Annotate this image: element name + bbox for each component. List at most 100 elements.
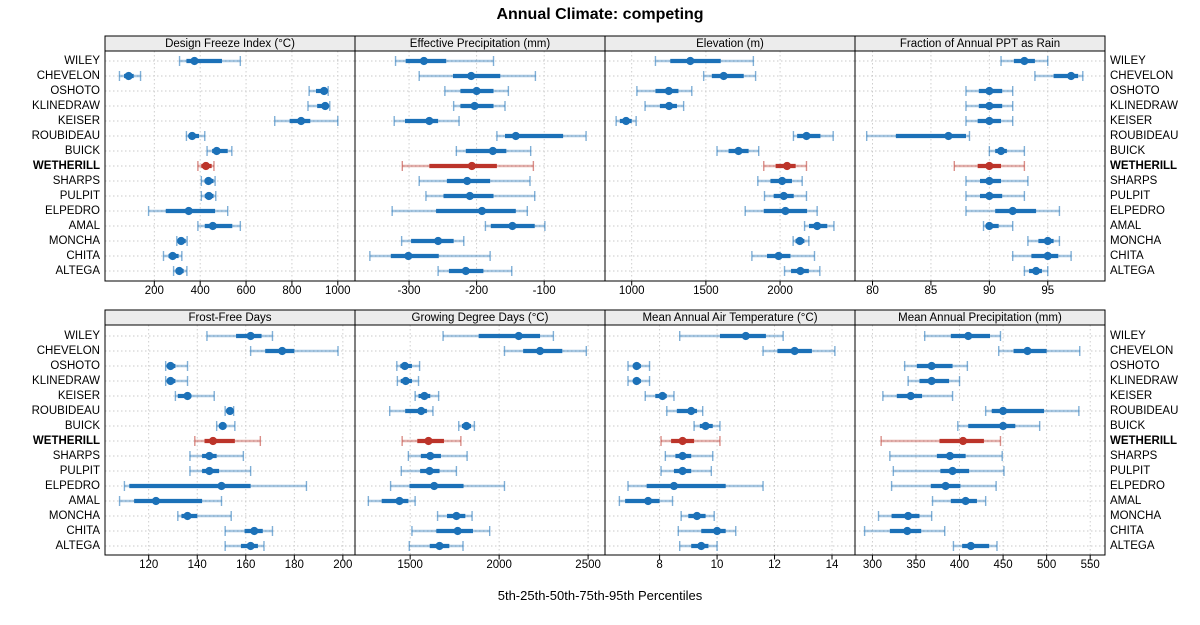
station-label-right-pulpit: PULPIT <box>1110 465 1150 477</box>
station-label-left-elpedro: ELPEDRO <box>45 480 100 492</box>
median-dot <box>278 346 287 356</box>
station-label-left-oshoto: OSHOTO <box>50 360 100 372</box>
axis-tick-label: 95 <box>1041 285 1054 297</box>
median-dot <box>774 251 783 261</box>
median-dot <box>321 101 330 111</box>
median-dot <box>452 511 461 521</box>
median-dot <box>904 511 913 521</box>
median-dot <box>124 71 133 81</box>
station-label-right-amal: AMAL <box>1110 495 1142 507</box>
median-dot <box>985 161 994 171</box>
median-dot <box>205 451 214 461</box>
station-label-right-klinedraw: KLINEDRAW <box>1110 375 1178 387</box>
axis-tick-label: 400 <box>950 559 969 571</box>
station-label-left-elpedro: ELPEDRO <box>45 205 100 217</box>
median-dot <box>465 191 474 201</box>
median-dot <box>467 161 476 171</box>
station-label-right-buick: BUICK <box>1110 145 1145 157</box>
median-dot <box>508 221 517 231</box>
median-dot <box>958 436 968 446</box>
axis-tick-label: 350 <box>906 559 925 571</box>
median-dot <box>985 101 994 111</box>
median-dot <box>632 376 641 386</box>
station-label-right-chita: CHITA <box>1110 525 1144 537</box>
axis-tick-label: -200 <box>465 285 488 297</box>
median-dot <box>961 496 970 506</box>
axis-tick-label: 1500 <box>693 285 719 297</box>
station-label-right-altega: ALTEGA <box>1110 540 1155 552</box>
median-dot <box>966 541 975 551</box>
median-dot <box>678 451 687 461</box>
median-dot <box>782 161 792 171</box>
station-label-left-wetherill: WETHERILL <box>33 160 100 172</box>
median-dot <box>697 541 706 551</box>
median-dot <box>462 421 471 431</box>
median-dot <box>217 481 226 491</box>
median-dot <box>813 221 822 231</box>
median-dot <box>664 101 674 111</box>
median-dot <box>218 421 227 431</box>
median-dot <box>467 71 476 81</box>
median-dot <box>535 346 545 356</box>
median-dot <box>204 176 213 186</box>
station-label-left-sharps: SHARPS <box>53 175 101 187</box>
axis-tick-label: 10 <box>711 559 724 571</box>
median-dot <box>796 266 805 276</box>
station-label-left-keiser: KEISER <box>58 115 100 127</box>
median-dot <box>183 391 192 401</box>
panel-title: Effective Precipitation (mm) <box>410 38 551 50</box>
median-dot <box>435 541 444 551</box>
station-label-left-oshoto: OSHOTO <box>50 85 100 97</box>
station-label-right-roubideau: ROUBIDEAU <box>1110 405 1178 417</box>
median-dot <box>903 526 912 536</box>
median-dot <box>246 541 255 551</box>
median-dot <box>177 236 186 246</box>
median-dot <box>712 526 722 536</box>
median-dot <box>985 176 994 186</box>
axis-tick-label: 200 <box>333 559 352 571</box>
station-label-right-wiley: WILEY <box>1110 330 1146 342</box>
median-dot <box>201 161 211 171</box>
axis-tick-label: 85 <box>925 285 938 297</box>
station-label-right-sharps: SHARPS <box>1110 450 1158 462</box>
median-dot <box>426 451 435 461</box>
median-dot <box>998 421 1008 431</box>
median-dot <box>906 391 915 401</box>
median-dot <box>166 361 175 371</box>
median-dot <box>985 191 994 201</box>
median-dot <box>1043 236 1052 246</box>
axis-tick-label: 500 <box>1037 559 1056 571</box>
station-label-left-buick: BUICK <box>65 145 100 157</box>
panel-title: Mean Annual Precipitation (mm) <box>898 312 1062 324</box>
median-dot <box>669 481 679 491</box>
station-label-right-chevelon: CHEVELON <box>1110 70 1173 82</box>
axis-tick-label: -100 <box>533 285 556 297</box>
median-dot <box>998 406 1008 416</box>
station-label-left-chita: CHITA <box>66 250 100 262</box>
median-dot <box>632 361 641 371</box>
panel-body <box>355 325 605 555</box>
station-label-left-amal: AMAL <box>69 495 101 507</box>
station-label-right-amal: AMAL <box>1110 220 1142 232</box>
median-dot <box>778 176 787 186</box>
panel-title: Design Freeze Index (°C) <box>165 38 295 50</box>
median-dot <box>790 346 799 356</box>
median-dot <box>168 251 177 261</box>
axis-tick-label: 2500 <box>575 559 601 571</box>
axis-tick-label: 200 <box>145 285 164 297</box>
station-label-right-wiley: WILEY <box>1110 55 1146 67</box>
median-dot <box>701 421 710 431</box>
station-label-left-wetherill: WETHERILL <box>33 435 100 447</box>
median-dot <box>417 406 426 416</box>
median-dot <box>425 116 434 126</box>
station-label-left-wiley: WILEY <box>64 330 100 342</box>
median-dot <box>996 146 1006 156</box>
station-label-right-moncha: MONCHA <box>1110 235 1161 247</box>
median-dot <box>692 511 702 521</box>
median-dot <box>985 116 994 126</box>
station-label-right-elpedro: ELPEDRO <box>1110 480 1165 492</box>
median-dot <box>678 436 687 446</box>
median-dot <box>425 466 434 476</box>
panel-title: Growing Degree Days (°C) <box>412 312 549 324</box>
